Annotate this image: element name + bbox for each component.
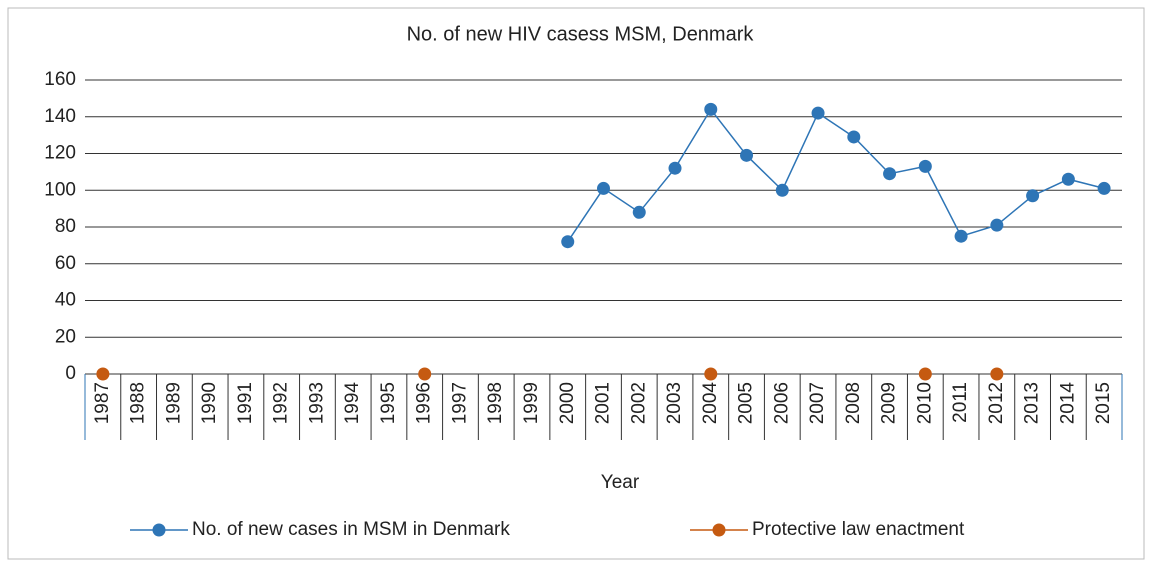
data-point	[847, 130, 861, 144]
x-tick-label: 2002	[628, 382, 649, 424]
x-tick-label: 2011	[950, 382, 971, 423]
x-tick-label: 2009	[879, 382, 900, 424]
x-tick-label: 2008	[843, 382, 864, 424]
series-line	[567, 108, 1105, 243]
x-tick-label: 2014	[1057, 382, 1078, 425]
x-tick-label: 1988	[128, 382, 149, 424]
data-point	[668, 161, 682, 175]
x-tick-label: 2013	[1022, 382, 1043, 424]
x-tick-label: 1989	[163, 382, 184, 424]
x-tick-label: 1991	[235, 382, 256, 424]
x-tick-label: 1999	[521, 382, 542, 424]
data-point	[990, 367, 1004, 381]
data-point	[1097, 181, 1111, 195]
x-tick-label: 2000	[557, 382, 578, 424]
data-point	[918, 159, 932, 173]
data-point	[1026, 189, 1040, 203]
x-tick-label: 2010	[914, 382, 935, 424]
x-tick-label: 1992	[271, 382, 292, 424]
x-axis-label: Year	[601, 472, 640, 493]
data-point	[704, 102, 718, 116]
data-point	[418, 367, 432, 381]
y-tick-label: 160	[44, 69, 76, 90]
x-tick-label: 1987	[92, 382, 113, 424]
data-point	[775, 183, 789, 197]
legend-marker	[712, 523, 726, 537]
data-point	[561, 235, 575, 249]
y-tick-label: 120	[44, 143, 76, 164]
y-tick-label: 140	[44, 106, 76, 127]
data-point	[597, 181, 610, 195]
x-tick-label: 2005	[736, 382, 757, 424]
x-tick-label: 1998	[485, 382, 506, 424]
data-point	[883, 167, 897, 181]
y-tick-label: 60	[55, 253, 76, 274]
y-tick-label: 0	[65, 363, 76, 384]
x-tick-label: 1990	[199, 382, 220, 424]
y-tick-label: 100	[44, 179, 76, 200]
x-tick-label: 1995	[378, 382, 399, 424]
y-tick-label: 40	[55, 290, 76, 311]
data-point	[1061, 172, 1075, 186]
data-point	[990, 218, 1004, 232]
legend-label: Protective law enactment	[752, 519, 965, 540]
y-tick-label: 20	[55, 326, 76, 347]
data-point	[704, 367, 718, 381]
x-tick-label: 1996	[414, 382, 435, 424]
x-tick-label: 2001	[593, 382, 614, 424]
x-tick-label: 2015	[1093, 382, 1114, 424]
x-tick-label: 2004	[700, 382, 721, 425]
chart-title: No. of new HIV casess MSM, Denmark	[407, 23, 755, 45]
data-point	[632, 205, 646, 219]
x-tick-label: 1994	[342, 382, 363, 425]
x-tick-label: 2012	[986, 382, 1007, 424]
data-point	[954, 229, 968, 243]
x-tick-label: 2006	[771, 382, 792, 424]
x-tick-label: 2007	[807, 382, 828, 424]
data-point	[96, 367, 110, 381]
y-tick-label: 80	[55, 216, 76, 237]
legend-label: No. of new cases in MSM in Denmark	[192, 519, 510, 540]
chart-border	[7, 7, 1145, 560]
data-point	[811, 106, 825, 120]
data-point	[918, 367, 932, 381]
x-tick-label: 1997	[449, 382, 470, 424]
legend-marker	[152, 523, 166, 537]
x-tick-label: 2003	[664, 382, 685, 424]
data-point	[740, 148, 754, 162]
x-tick-label: 1993	[306, 382, 327, 424]
